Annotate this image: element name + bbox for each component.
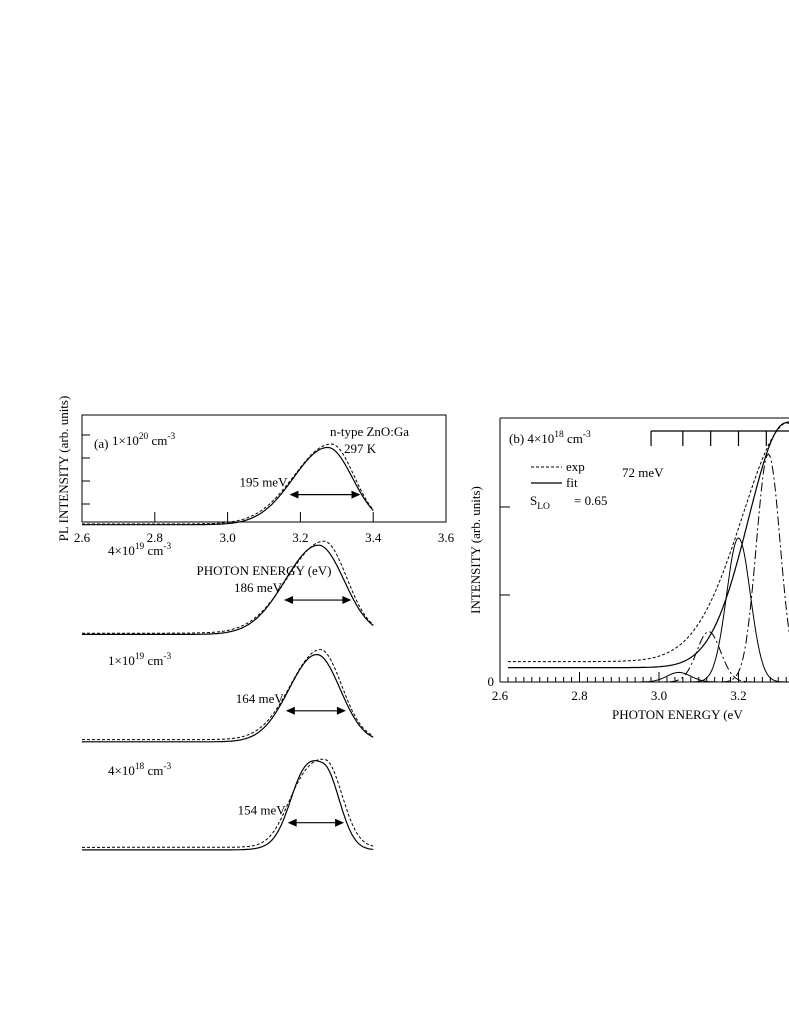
fwhm-arrowhead-right xyxy=(342,596,352,605)
x-tick-label: 3.2 xyxy=(730,688,746,703)
fit-curve xyxy=(82,654,374,743)
s-lo-label: SLO xyxy=(530,493,550,512)
fit-curve xyxy=(82,760,374,851)
exp-curve xyxy=(82,443,374,525)
y-tick-label: 0 xyxy=(488,674,495,689)
plot-frame xyxy=(81,414,447,523)
x-tick-label: 3.0 xyxy=(219,530,235,545)
spectrum-2: 186 meV 4×1019 cm-3 xyxy=(82,540,374,635)
x-tick-label: 3.2 xyxy=(292,530,308,545)
phonon-energy-label: 72 meV xyxy=(622,465,664,480)
x-axis-label: PHOTON ENERGY (eV) xyxy=(196,563,331,578)
x-tick-label: 3.4 xyxy=(365,530,382,545)
exp-curve xyxy=(82,649,374,741)
concentration-label: 4×1018 cm-3 xyxy=(108,762,171,778)
fit-curve xyxy=(507,422,789,669)
fit-curve xyxy=(82,446,374,526)
s-lo-value: = 0.65 xyxy=(574,493,607,508)
spectrum-3: 164 meV 1×1019 cm-3 xyxy=(82,649,374,743)
component-curve-3 xyxy=(500,537,789,683)
panel-a: 2.6 2.8 3.0 3.2 3.4 3.6 PHOTON ENERGY (eV) PL I… xyxy=(56,396,455,851)
x-tick-label: 3.6 xyxy=(438,530,455,545)
fwhm-arrowhead-left xyxy=(285,706,295,715)
component-curve-2 xyxy=(500,631,789,683)
exp-curve xyxy=(82,540,374,634)
fwhm-arrowhead-right xyxy=(351,490,361,499)
fwhm-arrowhead-left xyxy=(287,818,297,827)
temperature-label: 297 K xyxy=(344,441,377,456)
concentration-label: 1×1019 cm-3 xyxy=(108,652,171,668)
fwhm-arrowhead-left xyxy=(289,490,299,499)
x-tick-label: 2.6 xyxy=(74,530,91,545)
legend-fit-label: fit xyxy=(566,475,578,490)
concentration-label: 1×1020 cm-3 xyxy=(112,432,175,448)
x-tick-label: 3.0 xyxy=(651,688,667,703)
x-tick-label: 2.6 xyxy=(492,688,509,703)
exp-curve xyxy=(82,758,374,848)
fwhm-label: 154 meV xyxy=(238,803,287,818)
y-axis-label: PL INTENSITY (arb. units) xyxy=(56,396,71,542)
x-tick-label: 2.8 xyxy=(147,530,163,545)
fwhm-arrowhead-right xyxy=(335,818,345,827)
x-tick-label: 2.8 xyxy=(571,688,587,703)
spectrum-1: 195 meV 1×1020 cm-3 xyxy=(82,432,374,526)
panel-label: (b) 4×1018 cm-3 xyxy=(509,430,591,446)
fwhm-arrowhead-left xyxy=(284,596,294,605)
panel-label: (a) xyxy=(94,436,108,451)
sample-label: n-type ZnO:Ga xyxy=(330,424,409,439)
fwhm-label: 195 meV xyxy=(239,475,288,490)
x-axis-label: PHOTON ENERGY (eV xyxy=(612,707,743,722)
spectrum-4: 154 meV 4×1018 cm-3 xyxy=(82,758,374,851)
component-curve-1 xyxy=(500,671,789,683)
fwhm-arrowhead-right xyxy=(336,706,346,715)
concentration-label: 4×1019 cm-3 xyxy=(108,542,171,558)
legend-exp-label: exp xyxy=(566,459,585,474)
fit-curve xyxy=(82,544,374,635)
component-curve-4 xyxy=(500,453,789,683)
fwhm-label: 164 meV xyxy=(236,691,285,706)
panel-b: 02.6 2.8 3.0 3.2 PHOTON ENERGY (eV INTENSITY … xyxy=(468,417,789,722)
y-axis-label: INTENSITY (arb. units) xyxy=(468,486,483,614)
fwhm-label: 186 meV xyxy=(234,580,283,595)
exp-curve xyxy=(507,421,789,663)
